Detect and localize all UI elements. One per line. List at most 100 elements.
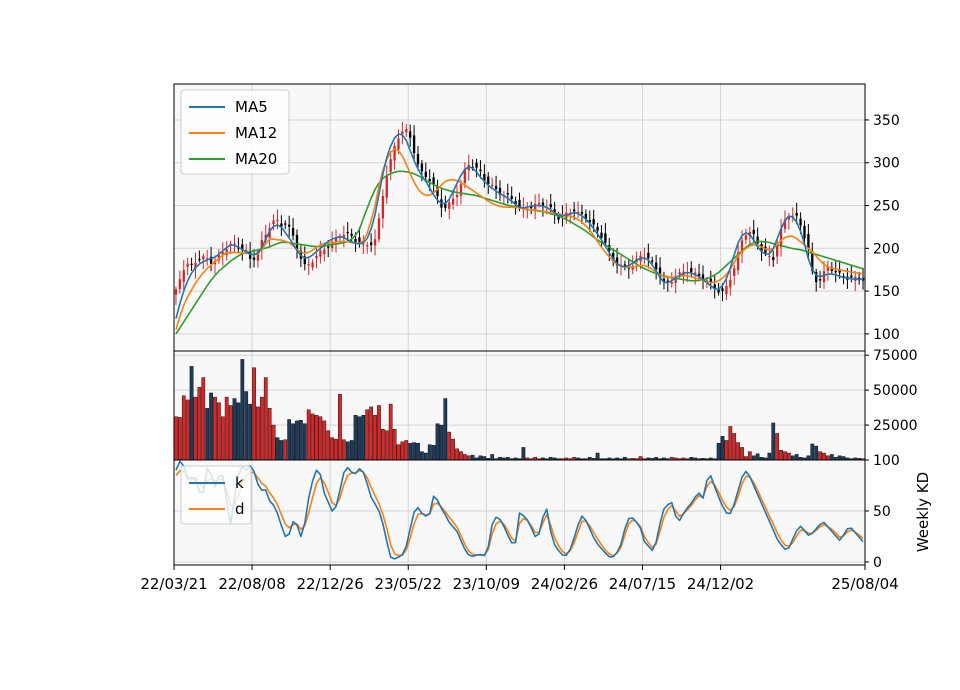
volume-bar (267, 408, 272, 461)
candle-body (319, 250, 322, 257)
volume-bar (299, 419, 303, 461)
kd-panel: 0 50 100 kd Weekly KD (173, 453, 932, 571)
candle-body (791, 215, 794, 217)
ma5-line (175, 133, 863, 319)
candle-body (416, 153, 420, 165)
candle-body (615, 257, 619, 266)
candle-body (401, 131, 404, 134)
volume-bar (638, 456, 643, 461)
candle-body (252, 257, 256, 260)
candle-body (202, 256, 205, 260)
candle-body (736, 252, 740, 271)
candle-body (740, 240, 744, 253)
volume-bar (181, 395, 186, 461)
volume-bar (291, 423, 295, 461)
candle-body (803, 226, 806, 239)
volume-bar (470, 454, 475, 461)
volume-bar (373, 415, 377, 461)
volume-bar (326, 430, 331, 461)
volume-bar (392, 429, 397, 461)
candle-body (537, 202, 541, 205)
candle-body (389, 159, 392, 172)
candle-body (178, 279, 182, 290)
k-line (175, 460, 864, 560)
x-tick-label: 23/10/09 (453, 575, 520, 593)
candle-body (245, 249, 248, 252)
candle-body (174, 289, 178, 295)
volume-bar (314, 415, 319, 461)
candle-body (752, 229, 755, 235)
candle-body (479, 169, 482, 172)
price-y-tick-label: 200 (873, 241, 900, 257)
candle-body (323, 249, 326, 255)
x-tick-label: 24/02/26 (531, 575, 598, 593)
candle-body (475, 162, 478, 168)
volume-bar (244, 391, 249, 461)
candle-body (729, 279, 732, 288)
volume-bar (217, 402, 221, 461)
candle-body (713, 284, 716, 289)
volume-bar (357, 416, 362, 461)
volume-bar (459, 451, 463, 461)
x-tick-label: 22/03/21 (140, 575, 207, 593)
candle-body (783, 219, 787, 229)
volume-bar (783, 451, 787, 461)
candle-body (307, 264, 310, 266)
ma12-line (175, 148, 864, 330)
candle-body (342, 234, 345, 239)
candle-body (412, 135, 416, 154)
volume-bar (435, 423, 440, 461)
candle-body (483, 173, 486, 181)
volume-bar (384, 430, 389, 461)
candle-body (209, 256, 213, 264)
volume-y-tick-label: 50000 (873, 383, 918, 399)
volume-bar (790, 455, 795, 461)
volume-bar (271, 424, 276, 461)
volume-bar (829, 454, 834, 461)
candle-body (721, 288, 724, 292)
volume-bar (423, 452, 428, 461)
volume-bar (330, 437, 334, 461)
candle-body (557, 216, 560, 220)
candle-body (448, 202, 451, 209)
candle-body (455, 194, 459, 198)
volume-bar (322, 420, 327, 461)
volume-bar (263, 377, 268, 461)
volume-bar (814, 445, 819, 461)
candle-body (818, 279, 822, 281)
volume-bar (818, 451, 822, 461)
candle-body (444, 203, 447, 208)
candle-body (233, 243, 236, 245)
volume-bar (283, 439, 288, 461)
volume-bar (193, 396, 198, 461)
candle-body (584, 213, 588, 220)
candle-body (850, 275, 853, 278)
candle-body (248, 252, 252, 259)
candle-body (514, 201, 517, 205)
kd-legend-label: k (235, 474, 244, 492)
volume-bar (736, 442, 740, 461)
volume-bar (427, 444, 432, 461)
kd-y-tick-label: 50 (873, 504, 891, 520)
price-legend-label: MA20 (235, 150, 277, 168)
volume-bar (771, 422, 776, 461)
volume-bar (213, 396, 217, 461)
candle-body (358, 237, 361, 244)
candle-body (409, 131, 412, 138)
volume-bar (740, 447, 744, 461)
volume-bar (279, 440, 284, 461)
volume-bar (439, 424, 444, 461)
candle-body (276, 219, 279, 222)
price-y-tick-label: 100 (873, 327, 900, 343)
candle-body (807, 233, 810, 249)
candle-body (182, 270, 185, 282)
x-axis: 22/03/21 22/08/08 22/12/26 23/05/22 23/10/09… (140, 565, 899, 593)
volume-bar (197, 387, 202, 461)
candle-body (494, 186, 498, 189)
candle-body (662, 278, 666, 282)
candle-body (303, 256, 306, 265)
candle-body (600, 232, 603, 238)
candle-body (592, 219, 595, 225)
x-tick-label: 22/12/26 (296, 575, 363, 593)
